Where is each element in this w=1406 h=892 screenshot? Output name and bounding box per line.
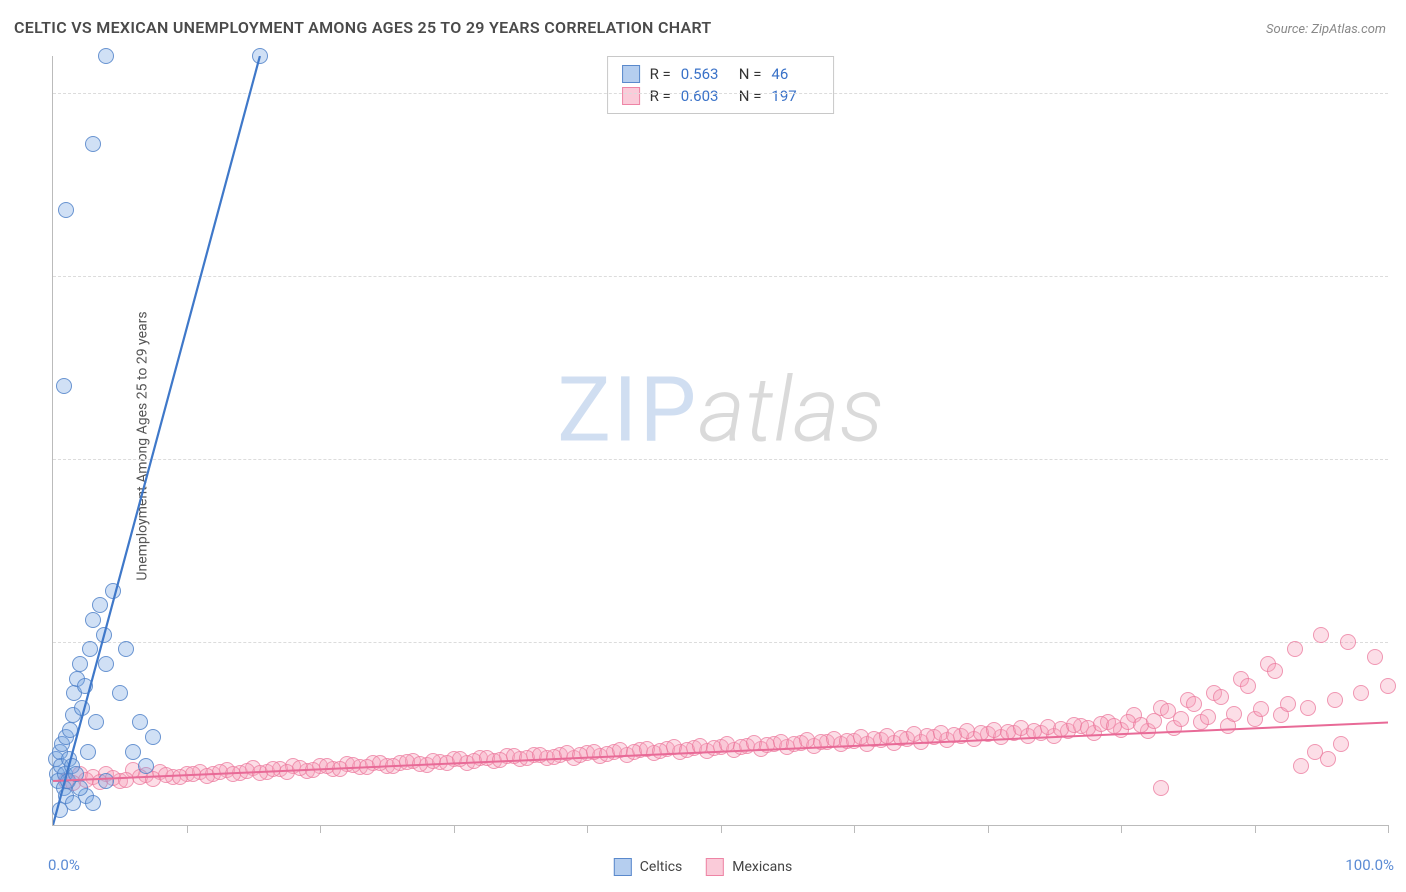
data-point	[1313, 627, 1329, 643]
data-point	[1367, 649, 1383, 665]
data-point	[1200, 709, 1216, 725]
data-point	[1340, 634, 1356, 650]
data-point	[1213, 689, 1229, 705]
x-tick	[187, 825, 188, 833]
n-value: 197	[771, 85, 819, 107]
chart-title: CELTIC VS MEXICAN UNEMPLOYMENT AMONG AGE…	[14, 18, 712, 37]
x-axis-max-label: 100.0%	[1345, 856, 1394, 874]
data-point	[1146, 713, 1162, 729]
data-point	[1253, 701, 1269, 717]
r-value: 0.603	[681, 85, 729, 107]
data-point	[105, 583, 121, 599]
gridline	[53, 276, 1388, 277]
legend-swatch-pink	[622, 87, 640, 105]
data-point	[125, 744, 141, 760]
data-point	[77, 678, 93, 694]
legend-item: Celtics	[614, 858, 682, 876]
correlation-legend: R = 0.563 N = 46 R = 0.603 N = 197	[607, 56, 835, 114]
watermark-atlas: atlas	[698, 357, 884, 462]
data-point	[1380, 678, 1396, 694]
data-point	[1186, 696, 1202, 712]
x-tick	[721, 825, 722, 833]
data-point	[74, 700, 90, 716]
n-value: 46	[771, 63, 819, 85]
data-point	[88, 714, 104, 730]
x-axis-origin-label: 0.0%	[48, 856, 80, 874]
legend-row: R = 0.603 N = 197	[622, 85, 820, 107]
n-label: N =	[739, 63, 762, 85]
x-tick	[454, 825, 455, 833]
x-tick	[320, 825, 321, 833]
watermark: ZIPatlas	[557, 357, 884, 462]
legend-swatch-blue	[622, 65, 640, 83]
data-point	[85, 136, 101, 152]
data-point	[118, 641, 134, 657]
data-point	[252, 48, 268, 64]
data-point	[1153, 780, 1169, 796]
legend-item: Mexicans	[706, 858, 792, 876]
series-legend: Celtics Mexicans	[614, 858, 792, 876]
data-point	[80, 744, 96, 760]
gridline	[53, 459, 1388, 460]
data-point	[85, 612, 101, 628]
watermark-zip: ZIP	[557, 357, 698, 462]
data-point	[82, 641, 98, 657]
data-point	[1300, 700, 1316, 716]
x-tick	[1388, 825, 1389, 833]
data-point	[1173, 711, 1189, 727]
legend-label: Mexicans	[732, 859, 792, 875]
x-tick	[587, 825, 588, 833]
data-point	[98, 48, 114, 64]
data-point	[85, 795, 101, 811]
legend-label: Celtics	[640, 859, 682, 875]
data-point	[56, 378, 72, 394]
data-point	[98, 773, 114, 789]
gridline	[53, 642, 1388, 643]
x-tick	[1121, 825, 1122, 833]
legend-row: R = 0.563 N = 46	[622, 63, 820, 85]
data-point	[1353, 685, 1369, 701]
legend-swatch-pink	[706, 858, 724, 876]
n-label: N =	[739, 85, 762, 107]
data-point	[1280, 696, 1296, 712]
data-point	[1320, 751, 1336, 767]
data-point	[52, 802, 68, 818]
r-label: R =	[650, 63, 671, 85]
data-point	[1240, 678, 1256, 694]
data-point	[58, 202, 74, 218]
data-point	[1267, 663, 1283, 679]
data-point	[1287, 641, 1303, 657]
data-point	[1327, 692, 1343, 708]
data-point	[132, 714, 148, 730]
data-point	[1333, 736, 1349, 752]
source-attribution: Source: ZipAtlas.com	[1266, 22, 1386, 37]
data-point	[98, 656, 114, 672]
r-value: 0.563	[681, 63, 729, 85]
data-point	[112, 685, 128, 701]
x-tick	[854, 825, 855, 833]
data-point	[68, 766, 84, 782]
data-point	[72, 656, 88, 672]
data-point	[1226, 706, 1242, 722]
r-label: R =	[650, 85, 671, 107]
chart-container: CELTIC VS MEXICAN UNEMPLOYMENT AMONG AGE…	[0, 0, 1406, 892]
plot-area: R = 0.563 N = 46 R = 0.603 N = 197 ZIPat…	[52, 56, 1388, 826]
data-point	[92, 597, 108, 613]
legend-swatch-blue	[614, 858, 632, 876]
data-point	[1293, 758, 1309, 774]
data-point	[145, 729, 161, 745]
x-tick	[988, 825, 989, 833]
data-point	[62, 722, 78, 738]
data-point	[72, 780, 88, 796]
data-point	[96, 627, 112, 643]
gridline	[53, 93, 1388, 94]
x-tick	[1255, 825, 1256, 833]
